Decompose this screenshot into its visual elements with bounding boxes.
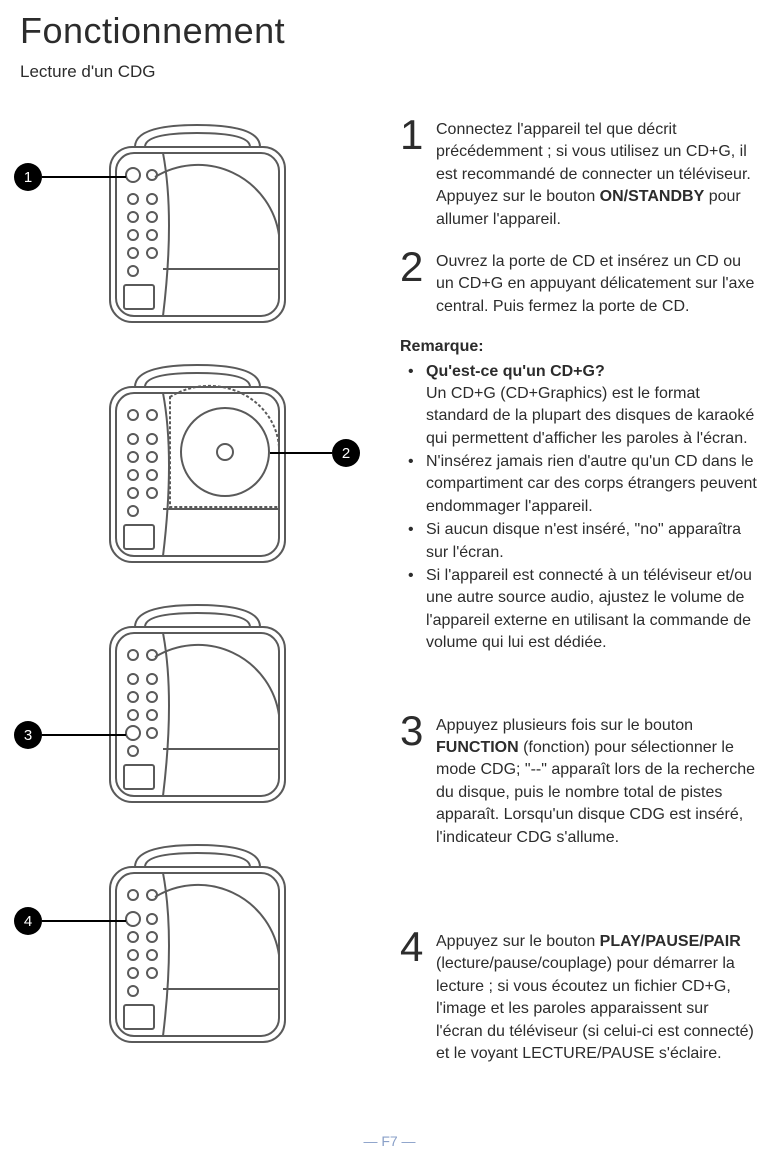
note-list: Qu'est-ce qu'un CD+G? Un CD+G (CD+Graphi…: [404, 361, 759, 655]
note-item-3: Si aucun disque n'est inséré, "no" appar…: [404, 519, 759, 564]
note-item-1: Qu'est-ce qu'un CD+G? Un CD+G (CD+Graphi…: [404, 361, 759, 451]
note-label: Remarque:: [400, 336, 759, 358]
callout-badge-2: 2: [332, 439, 360, 467]
step-1-bold: ON/STANDBY: [600, 188, 705, 205]
page-title: Fonctionnement: [20, 10, 759, 52]
note-item-2: N'insérez jamais rien d'autre qu'un CD d…: [404, 451, 759, 518]
step-3: 3 Appuyez plusieurs fois sur le bouton F…: [400, 713, 759, 849]
content-row: 1 2 3 4 1 Connectez l'appareil tel que d…: [20, 117, 759, 1083]
step-4-pre: Appuyez sur le bouton: [436, 933, 600, 950]
note-item-4: Si l'appareil est connecté à un télévise…: [404, 565, 759, 655]
callout-badge-1: 1: [14, 163, 42, 191]
step-text: Ouvrez la porte de CD et insérez un CD o…: [436, 249, 759, 318]
step-3-bold: FUNCTION: [436, 739, 519, 756]
callout-2: 2: [270, 439, 360, 467]
step-2: 2 Ouvrez la porte de CD et insérez un CD…: [400, 249, 759, 318]
step-number: 4: [400, 929, 428, 1065]
diagram-column: 1 2 3 4: [20, 117, 375, 1083]
device-figure-1: [80, 117, 315, 327]
note-1-text: Un CD+G (CD+Graphics) est le format stan…: [426, 385, 754, 447]
callout-badge-4: 4: [14, 907, 42, 935]
step-3-pre: Appuyez plusieurs fois sur le bouton: [436, 717, 693, 734]
step-4: 4 Appuyez sur le bouton PLAY/PAUSE/PAIR …: [400, 929, 759, 1065]
step-text: Appuyez sur le bouton PLAY/PAUSE/PAIR (l…: [436, 929, 759, 1065]
step-number: 1: [400, 117, 428, 231]
step-1: 1 Connectez l'appareil tel que décrit pr…: [400, 117, 759, 231]
callout-4: 4: [14, 907, 126, 935]
device-figure-4: [80, 837, 315, 1047]
callout-1: 1: [14, 163, 126, 191]
device-figure-3: [80, 597, 315, 807]
page-footer: — F7 —: [0, 1133, 779, 1149]
step-text: Connectez l'appareil tel que décrit préc…: [436, 117, 759, 231]
callout-3: 3: [14, 721, 126, 749]
instructions-column: 1 Connectez l'appareil tel que décrit pr…: [400, 117, 759, 1083]
callout-badge-3: 3: [14, 721, 42, 749]
page-subtitle: Lecture d'un CDG: [20, 62, 759, 82]
step-4-bold: PLAY/PAUSE/PAIR: [600, 933, 741, 950]
step-number: 3: [400, 713, 428, 849]
step-number: 2: [400, 249, 428, 318]
note-1-bold: Qu'est-ce qu'un CD+G?: [426, 363, 605, 380]
step-text: Appuyez plusieurs fois sur le bouton FUN…: [436, 713, 759, 849]
step-4-post: (lecture/pause/couplage) pour démarrer l…: [436, 955, 754, 1062]
